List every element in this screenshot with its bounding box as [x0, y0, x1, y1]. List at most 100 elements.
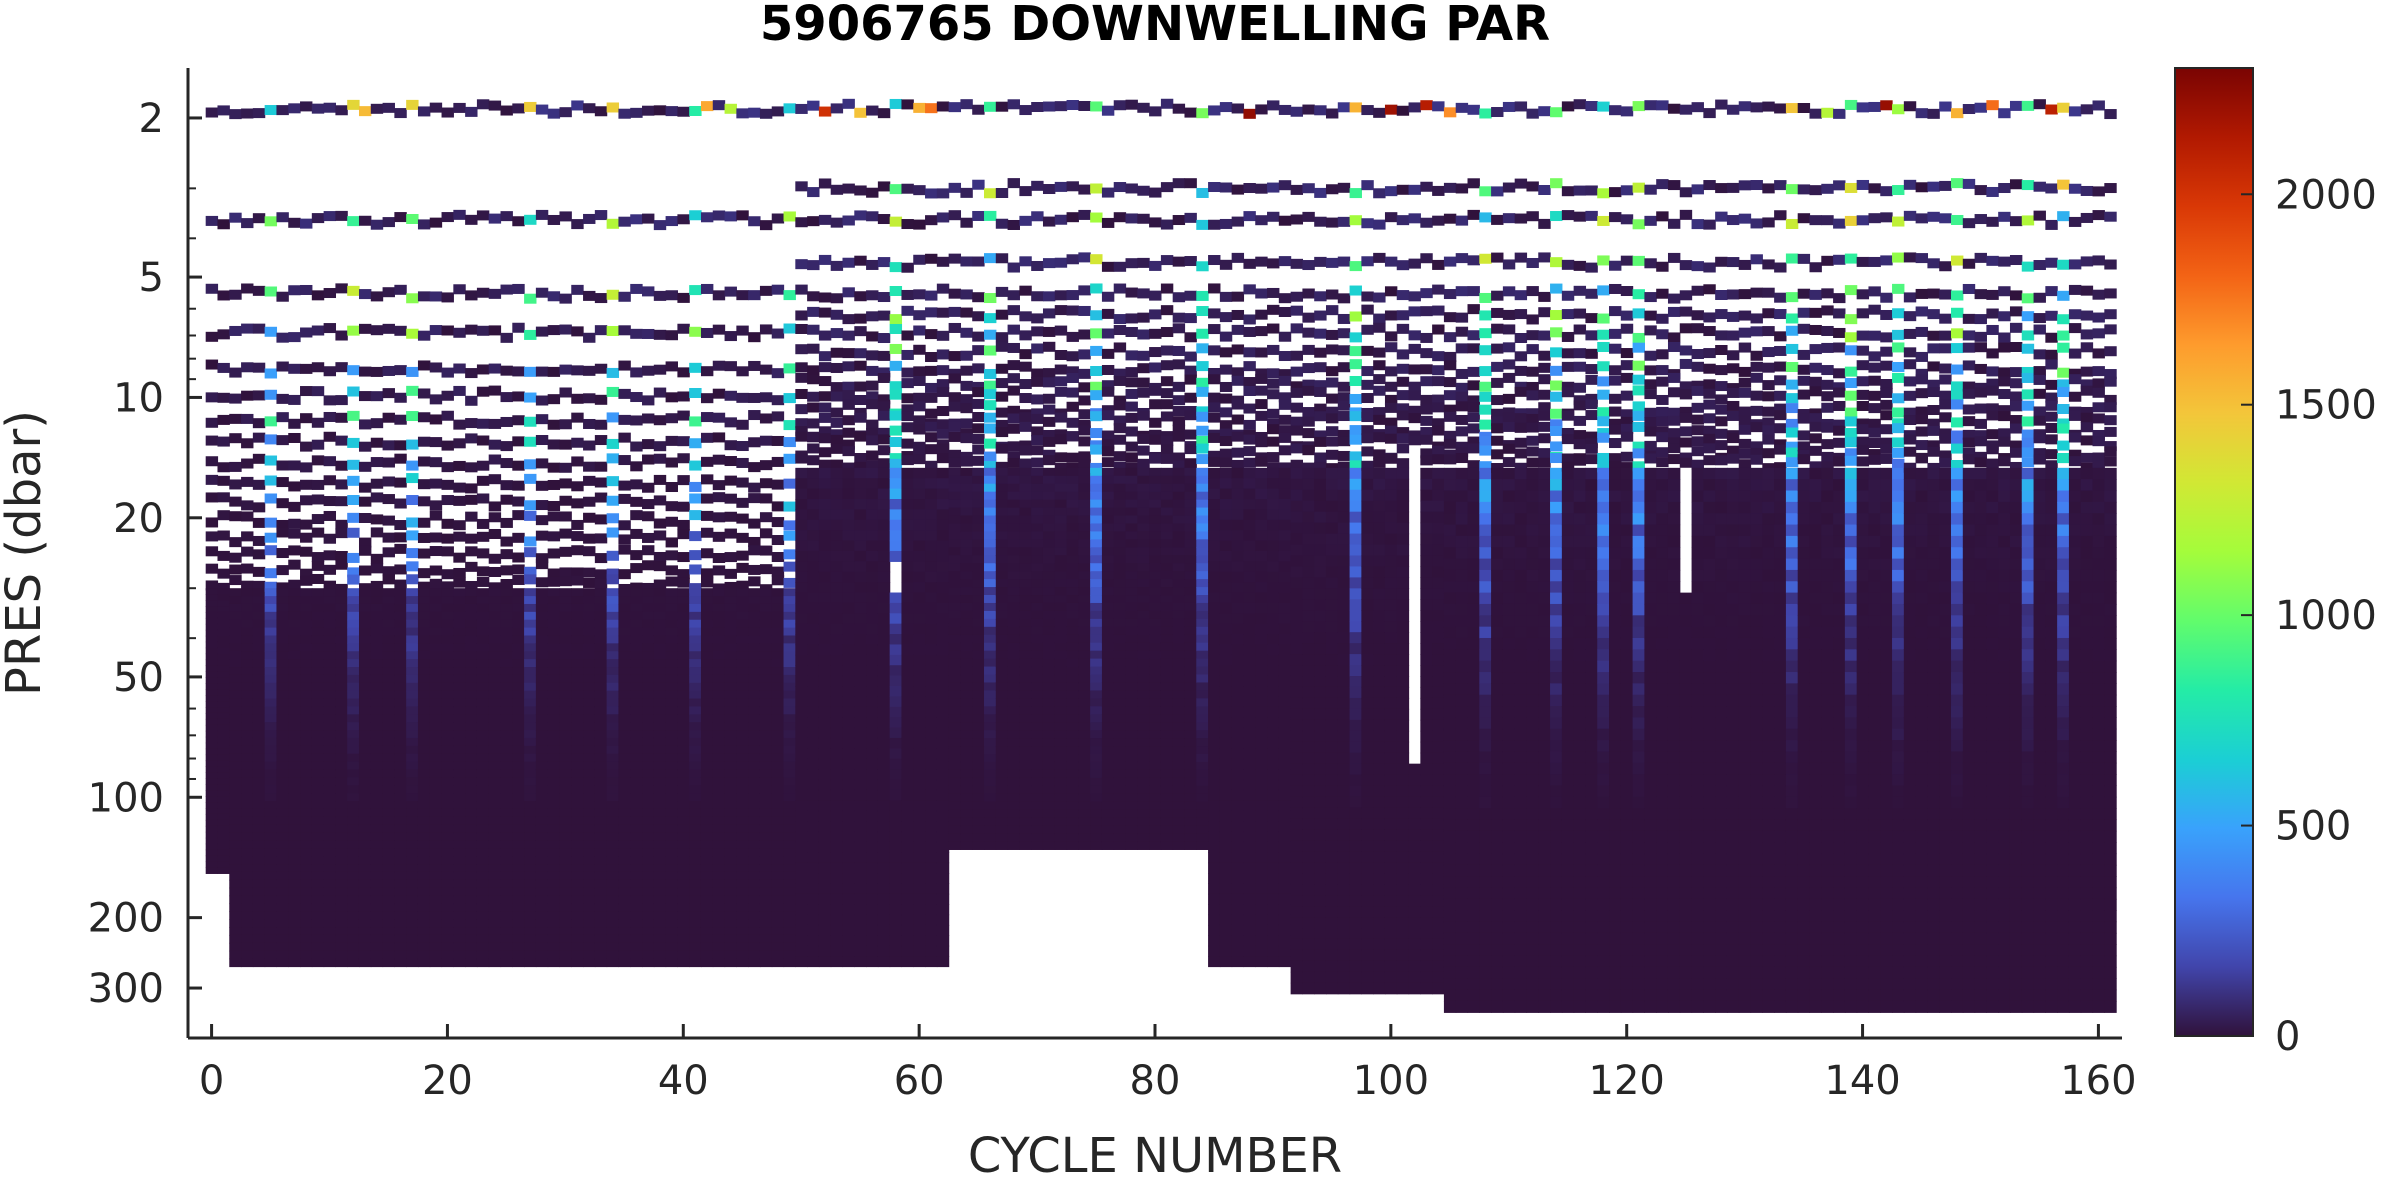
data-cell: [653, 441, 667, 452]
data-cell: [476, 493, 490, 504]
data-cell: [807, 789, 820, 801]
data-cell: [1042, 531, 1056, 540]
data-cell: [288, 808, 301, 818]
data-cell: [229, 722, 242, 731]
data-cell: [559, 364, 572, 375]
data-cell: [842, 287, 855, 298]
data-cell: [984, 618, 997, 628]
data-cell: [300, 714, 313, 723]
data-cell: [700, 635, 714, 644]
data-cell: [665, 659, 678, 668]
data-cell: [1031, 674, 1044, 684]
data-cell: [866, 509, 879, 521]
data-cell: [229, 793, 242, 802]
data-cell: [264, 714, 278, 723]
data-cell: [1090, 539, 1103, 548]
data-cell: [264, 879, 278, 889]
data-cell: [335, 682, 348, 692]
data-cell: [512, 714, 525, 723]
data-cell: [972, 531, 985, 540]
data-cell: [677, 619, 690, 629]
data-cell: [382, 730, 395, 739]
data-cell: [535, 326, 549, 337]
data-cell: [854, 800, 867, 812]
data-cell: [1090, 634, 1103, 644]
data-cell: [1019, 330, 1032, 341]
data-cell: [205, 701, 219, 708]
data-cell: [417, 769, 431, 778]
data-cell: [394, 498, 407, 509]
data-cell: [559, 848, 572, 857]
data-cell: [724, 211, 737, 222]
data-cell: [854, 956, 867, 968]
data-cell: [347, 730, 360, 739]
data-cell: [748, 840, 761, 849]
data-cell: [665, 832, 678, 841]
data-cell: [1066, 642, 1079, 652]
data-cell: [830, 821, 844, 833]
data-cell: [724, 493, 737, 504]
data-cell: [677, 824, 690, 834]
data-cell: [854, 530, 867, 542]
data-cell: [984, 682, 997, 692]
data-cell: [406, 659, 419, 668]
data-cell: [453, 777, 466, 786]
data-cell: [724, 785, 737, 794]
data-cell: [866, 561, 879, 573]
data-cell: [748, 576, 761, 587]
data-cell: [571, 942, 584, 952]
data-cell: [229, 603, 242, 613]
data-cell: [535, 801, 549, 810]
data-cell: [1090, 515, 1103, 525]
data-cell: [936, 852, 950, 864]
data-cell: [807, 467, 820, 479]
data-cell: [748, 545, 761, 556]
data-cell: [877, 367, 891, 378]
data-cell: [1090, 587, 1103, 596]
data-cell: [854, 634, 867, 646]
data-cell: [358, 635, 372, 644]
data-cell: [465, 462, 478, 473]
data-cell: [347, 856, 360, 865]
data-cell: [1078, 809, 1091, 819]
data-cell: [276, 682, 289, 692]
data-cell: [453, 801, 466, 810]
data-cell: [524, 635, 537, 644]
data-cell: [559, 722, 572, 731]
data-cell: [653, 927, 667, 936]
data-cell: [311, 785, 325, 794]
data-cell: [1101, 410, 1115, 421]
data-cell: [866, 540, 879, 552]
data-cell: [406, 934, 419, 944]
data-cell: [901, 422, 914, 433]
data-cell: [547, 769, 561, 778]
data-cell: [1007, 405, 1020, 416]
data-cell: [500, 871, 513, 881]
data-cell: [830, 873, 844, 884]
data-cell: [948, 483, 962, 493]
data-cell: [594, 674, 608, 684]
data-cell: [1101, 563, 1115, 572]
data-cell: [771, 501, 785, 512]
data-cell: [512, 801, 525, 810]
data-cell: [252, 895, 266, 905]
data-cell: [1007, 698, 1020, 707]
data-cell: [984, 400, 997, 411]
data-cell: [1031, 523, 1044, 533]
data-cell: [1101, 738, 1115, 747]
data-cell: [1078, 547, 1091, 556]
data-cell: [241, 714, 254, 723]
data-cell: [842, 561, 855, 573]
data-cell: [807, 602, 820, 614]
data-cell: [500, 392, 513, 403]
data-cell: [783, 895, 796, 905]
data-cell: [453, 520, 466, 531]
data-cell: [524, 864, 537, 873]
data-cell: [476, 667, 490, 676]
data-cell: [854, 873, 867, 884]
data-cell: [417, 730, 431, 739]
data-cell: [842, 717, 855, 729]
data-cell: [288, 919, 301, 928]
data-cell: [583, 801, 596, 810]
data-cell: [630, 510, 643, 521]
